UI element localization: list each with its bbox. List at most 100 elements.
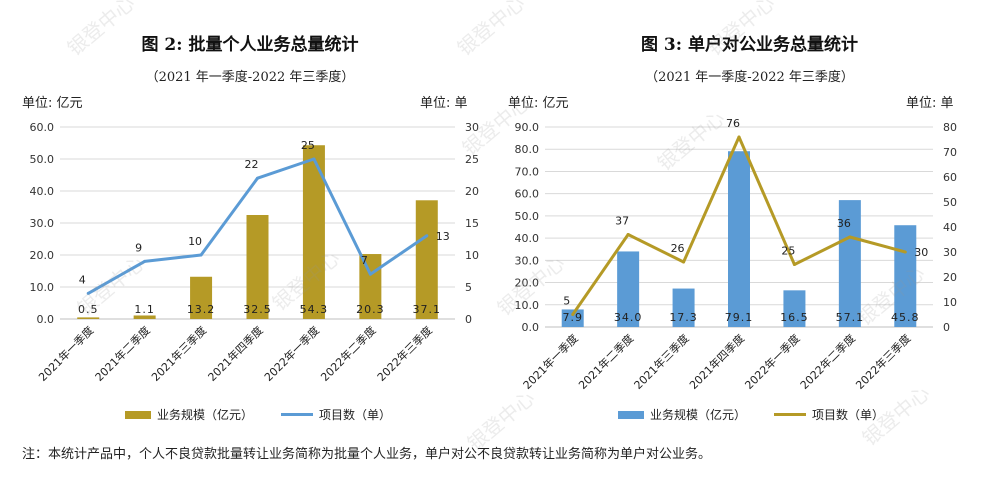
bar xyxy=(302,145,325,319)
line-point xyxy=(425,234,429,238)
chart-panel-batch-personal: 图 2: 批量个人业务总量统计 （2021 年一季度-2022 年三季度） 单位… xyxy=(0,0,500,440)
x-tick-label: 2022年一季度 xyxy=(261,323,322,384)
x-tick-label: 2022年二季度 xyxy=(318,323,379,384)
right-tick-label: 5 xyxy=(465,281,472,294)
line-point xyxy=(312,157,316,161)
line-data-label: 30 xyxy=(914,246,928,259)
x-tick-label: 2021年二季度 xyxy=(92,323,153,384)
x-tick-label: 2021年一季度 xyxy=(36,323,97,384)
left-tick-label: 30.0 xyxy=(30,217,55,230)
bar-data-label: 34.0 xyxy=(614,311,643,324)
x-tick-label: 2021年三季度 xyxy=(148,323,209,384)
left-tick-label: 90.0 xyxy=(515,121,540,134)
bar-data-label: 13.2 xyxy=(187,303,216,316)
right-tick-label: 0 xyxy=(465,313,472,326)
right-tick-label: 60 xyxy=(943,171,957,184)
legend-bar-label: 业务规模（亿元） xyxy=(157,408,254,422)
bar-data-label: 54.3 xyxy=(300,303,329,316)
bar xyxy=(561,309,584,327)
right-tick-label: 15 xyxy=(465,217,479,230)
line-data-label: 5 xyxy=(563,295,570,308)
right-axis-unit: 单位: 单 xyxy=(420,96,468,111)
right-tick-label: 50 xyxy=(943,196,957,209)
line-point xyxy=(626,233,630,236)
line-data-label: 22 xyxy=(245,158,259,171)
line-point xyxy=(199,253,203,257)
left-tick-label: 50.0 xyxy=(515,210,540,223)
x-tick-label: 2021年二季度 xyxy=(575,331,636,392)
chart-title: 图 3: 单户对公业务总量统计 xyxy=(641,35,858,55)
bar xyxy=(838,200,861,327)
bar xyxy=(728,151,750,327)
line-point xyxy=(737,135,741,139)
chart-legend: 业务规模（亿元） 项目数（单） xyxy=(125,406,419,423)
line-data-label: 76 xyxy=(726,117,740,130)
line-point xyxy=(903,250,907,254)
chart-subtitle: （2021 年一季度-2022 年三季度） xyxy=(145,70,355,85)
right-tick-label: 30 xyxy=(465,121,479,134)
left-tick-label: 70.0 xyxy=(515,165,540,178)
bar-data-label: 7.9 xyxy=(562,311,583,324)
line-point xyxy=(143,259,147,263)
legend-line-swatch xyxy=(774,413,807,416)
bar xyxy=(77,317,100,319)
legend-bar-label: 业务规模（亿元） xyxy=(650,408,747,422)
right-axis-unit: 单位: 单 xyxy=(906,96,954,111)
legend-bar-swatch xyxy=(618,410,644,419)
bar xyxy=(133,315,156,319)
legend-item-bar: 业务规模（亿元） xyxy=(125,406,253,423)
bar xyxy=(190,276,213,319)
bar-data-label: 17.3 xyxy=(669,311,698,324)
chart-plot-batch-personal: 0.0 10.0 20.0 30.0 40.0 50.0 60.0 0 5 10 15 20 25 30 0… xyxy=(30,121,480,384)
bar-data-label: 0.5 xyxy=(78,303,99,316)
left-tick-label: 60.0 xyxy=(30,121,55,134)
legend-item-line: 项目数（单） xyxy=(774,406,884,423)
left-tick-label: 10.0 xyxy=(515,299,540,312)
right-tick-label: 30 xyxy=(943,246,957,259)
line-data-label: 37 xyxy=(615,215,629,228)
bar-data-label: 37.1 xyxy=(413,303,442,316)
bar-data-label: 32.5 xyxy=(243,303,272,316)
footnote: 注：本统计产品中，个人不良贷款批量转让业务简称为批量个人业务，单户对公不良贷款转… xyxy=(22,447,712,462)
legend-bar-swatch xyxy=(125,410,151,419)
bar-data-label: 57.1 xyxy=(836,311,865,324)
right-tick-label: 70 xyxy=(943,146,957,159)
legend-line-label: 项目数（单） xyxy=(319,408,392,422)
line-point xyxy=(368,272,372,276)
chart-title: 图 2: 批量个人业务总量统计 xyxy=(141,35,359,55)
x-tick-label: 2022年二季度 xyxy=(797,331,858,392)
chart-subtitle: （2021 年一季度-2022 年三季度） xyxy=(645,70,854,85)
left-tick-label: 10.0 xyxy=(30,281,55,294)
legend-line-swatch xyxy=(281,413,314,416)
right-tick-label: 10 xyxy=(943,296,957,309)
left-tick-label: 50.0 xyxy=(30,153,55,166)
bar xyxy=(672,288,695,327)
bar xyxy=(246,215,269,319)
left-tick-label: 0.0 xyxy=(37,313,55,326)
left-tick-label: 30.0 xyxy=(515,254,540,267)
bar-data-label: 79.1 xyxy=(725,311,754,324)
bar xyxy=(783,290,806,327)
bar-data-label: 1.1 xyxy=(134,303,155,316)
line-point xyxy=(682,260,686,264)
line-data-label: 25 xyxy=(781,245,795,258)
line-data-label: 4 xyxy=(79,273,86,286)
bar-data-label: 20.3 xyxy=(356,303,385,316)
chart-plot-single-corporate: 0.0 10.0 20.0 30.0 40.0 50.0 60.0 70.0 80.0 90.0 0… xyxy=(515,117,958,392)
line-data-label: 7 xyxy=(361,254,368,267)
chart-panel-single-corporate: 图 3: 单户对公业务总量统计 （2021 年一季度-2022 年三季度） 单位… xyxy=(500,0,999,440)
legend-line-label: 项目数（单） xyxy=(812,408,885,422)
left-tick-label: 40.0 xyxy=(30,185,55,198)
bar-data-label: 16.5 xyxy=(780,311,809,324)
left-axis-unit: 单位: 亿元 xyxy=(508,96,569,111)
right-tick-label: 0 xyxy=(943,321,950,334)
line-data-label: 36 xyxy=(837,217,851,230)
legend-item-bar: 业务规模（亿元） xyxy=(618,406,746,423)
left-tick-label: 20.0 xyxy=(30,249,55,262)
line-point xyxy=(86,291,90,295)
legend-item-line: 项目数（单） xyxy=(281,406,391,423)
line-data-label: 13 xyxy=(436,230,450,243)
line-data-label: 25 xyxy=(301,139,315,152)
x-tick-label: 2022年三季度 xyxy=(853,331,914,392)
line-point xyxy=(792,263,796,266)
